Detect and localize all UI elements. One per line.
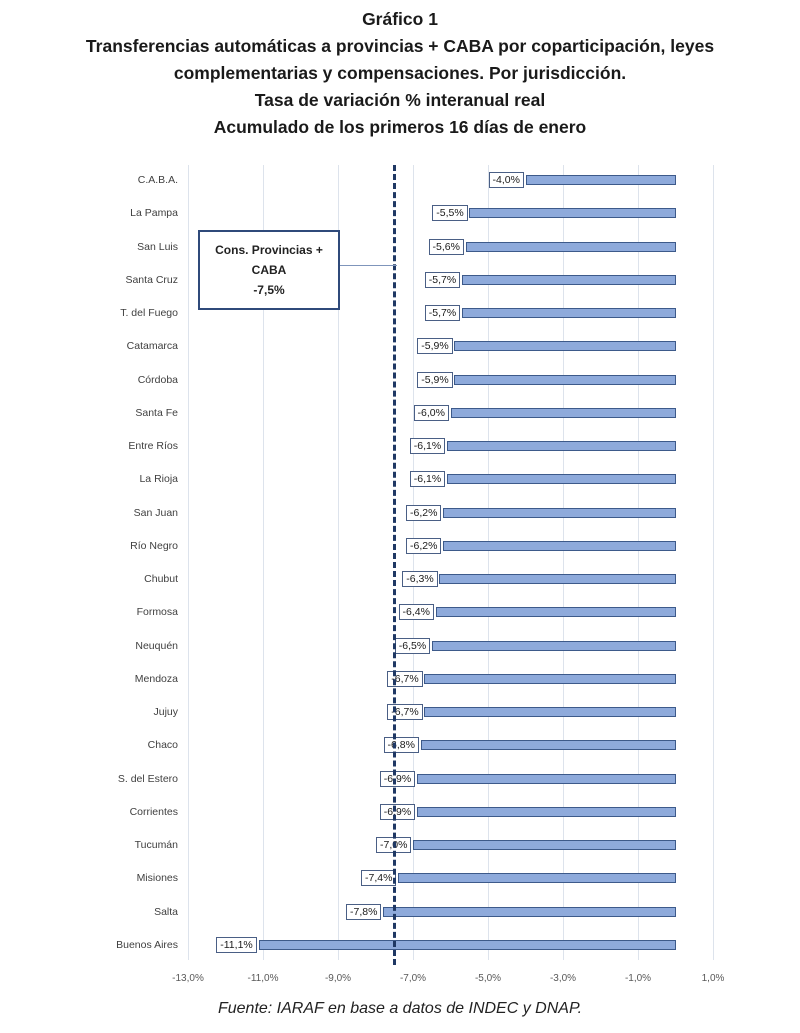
bar: [454, 374, 676, 385]
data-value-label: -6,3%: [402, 571, 438, 588]
data-value-label: -6,5%: [394, 637, 431, 654]
bar: [525, 175, 676, 185]
bar: [454, 341, 676, 352]
bar: [424, 707, 676, 718]
category-label: T. del Fuego: [120, 307, 178, 320]
chart-subtitle-line-4: Acumulado de los primeros 16 días de ene…: [213, 117, 587, 137]
source-note: Fuente: IARAF en base a datos de INDEC y…: [217, 1000, 583, 1017]
category-label: Jujuy: [153, 706, 178, 719]
bar: [416, 773, 676, 784]
chart-title-block: Gráfico 1 Transferencias automáticas a p…: [0, 6, 800, 141]
category-label: Tucumán: [134, 839, 178, 852]
category-label: Misiones: [136, 872, 178, 885]
gridline: [563, 165, 564, 960]
category-label: Santa Cruz: [125, 273, 178, 286]
data-value-label: -11,1%: [216, 936, 257, 953]
category-label: C.A.B.A.: [137, 174, 178, 186]
gridline: [338, 165, 339, 960]
category-label: Entre Ríos: [128, 440, 178, 453]
category-label: Chaco: [147, 739, 178, 752]
category-label: Chubut: [144, 573, 178, 586]
category-label: San Juan: [133, 506, 178, 519]
data-value-label: -7,8%: [346, 903, 382, 920]
data-value-label: -5,7%: [424, 271, 461, 288]
data-value-label: -4,0%: [488, 172, 524, 188]
category-label: Buenos Aires: [116, 938, 178, 951]
bar: [446, 474, 676, 485]
data-value-label: -6,2%: [406, 537, 442, 554]
data-value-label: -6,9%: [379, 770, 416, 787]
bar: [416, 806, 676, 817]
x-tick-label: -13,0%: [172, 973, 204, 984]
category-label: Salta: [154, 905, 178, 918]
chart-subtitle-line-1: Transferencias automáticas a provincias …: [85, 36, 715, 56]
category-label: San Luis: [137, 240, 178, 253]
data-value-label: -6,1%: [409, 471, 446, 488]
bar: [398, 873, 676, 884]
bar: [450, 407, 676, 418]
category-label: Formosa: [136, 606, 178, 619]
gridline: [488, 165, 489, 960]
category-label: La Pampa: [130, 207, 178, 220]
annotation-line-1: Cons. Provincias +: [215, 243, 323, 257]
average-annotation-box: Cons. Provincias + CABA -7,5%: [198, 230, 340, 310]
bar: [413, 840, 676, 851]
gridline: [413, 165, 414, 960]
bar: [461, 308, 676, 319]
bar: [424, 673, 676, 684]
data-value-label: -5,6%: [428, 238, 464, 255]
bar: [439, 574, 676, 585]
x-tick-label: -5,0%: [474, 973, 502, 984]
bar: [446, 441, 676, 452]
category-label: Mendoza: [134, 672, 178, 685]
category-label: Córdoba: [137, 373, 178, 386]
category-label: Santa Fe: [135, 406, 178, 419]
bar: [383, 906, 676, 917]
bar: [435, 607, 676, 618]
data-value-label: -5,9%: [417, 338, 453, 355]
data-value-label: -6,9%: [379, 803, 416, 820]
gridline: [638, 165, 639, 960]
data-value-label: -6,4%: [398, 604, 434, 621]
bar: [259, 939, 676, 950]
x-tick-label: -3,0%: [549, 973, 577, 984]
bar: [465, 241, 676, 252]
annotation-connector-line: [340, 265, 397, 266]
x-tick-label: -11,0%: [247, 973, 279, 984]
bar: [461, 274, 676, 285]
data-value-label: -5,5%: [432, 205, 468, 222]
category-label: Río Negro: [130, 539, 178, 552]
category-label: Catamarca: [126, 340, 178, 353]
bar: [443, 507, 676, 518]
annotation-line-3: -7,5%: [253, 283, 285, 297]
data-value-label: -6,1%: [409, 438, 446, 455]
category-label: S. del Estero: [117, 772, 178, 785]
chart-title: Gráfico 1: [362, 9, 438, 29]
data-value-label: -5,9%: [417, 371, 453, 388]
data-value-label: -6,2%: [406, 504, 442, 521]
x-tick-label: -9,0%: [324, 973, 352, 984]
chart-subtitle-line-3: Tasa de variación % interanual real: [254, 90, 546, 110]
gridline: [713, 165, 714, 960]
x-tick-label: -1,0%: [624, 973, 652, 984]
category-label: Corrientes: [129, 805, 178, 818]
data-value-label: -6,0%: [413, 404, 449, 421]
x-tick-label: -7,0%: [399, 973, 427, 984]
bar: [420, 740, 676, 751]
category-label: La Rioja: [139, 473, 178, 486]
bar: [431, 640, 676, 651]
data-value-label: -6,8%: [383, 737, 419, 754]
data-value-label: -5,7%: [424, 305, 461, 322]
bar: [469, 208, 676, 219]
data-value-label: -7,4%: [361, 870, 397, 887]
gridline: [263, 165, 264, 960]
gridline: [188, 165, 189, 960]
x-tick-label: 1,0%: [701, 973, 725, 984]
average-reference-line: [393, 165, 397, 965]
bar: [443, 540, 676, 551]
category-label: Neuquén: [135, 639, 178, 652]
annotation-line-2: CABA: [251, 263, 287, 277]
chart-subtitle-line-2: complementarias y compensaciones. Por ju…: [173, 63, 627, 83]
